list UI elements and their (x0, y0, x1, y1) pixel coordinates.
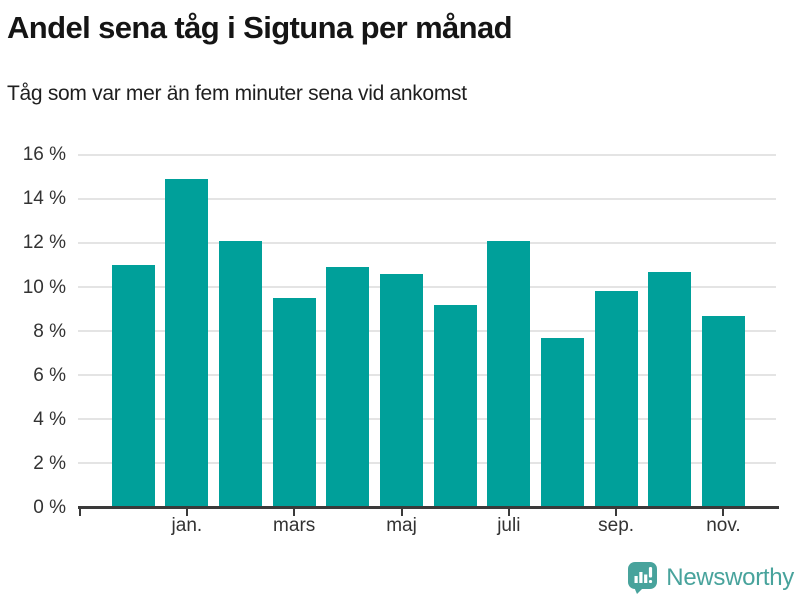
bar-jan. (165, 178, 209, 508)
x-axis-tick-jan. (185, 509, 188, 516)
gridline-14 (78, 197, 776, 200)
y-axis-label-4: 4 % (33, 408, 66, 430)
chart-title: Andel sena tåg i Sigtuna per månad (7, 10, 513, 45)
gridline-2 (78, 462, 776, 465)
x-axis-tick-maj (400, 509, 403, 516)
bar-month-3 (219, 240, 263, 508)
x-axis-label-sep.: sep. (598, 515, 635, 536)
gridline-6 (78, 374, 776, 377)
y-axis-label-6: 6 % (33, 364, 66, 386)
x-axis-line (78, 506, 779, 509)
bar-month-11 (648, 271, 692, 508)
x-axis-label-maj: maj (386, 515, 417, 536)
bar-month-9 (540, 337, 584, 508)
y-axis-label-10: 10 % (22, 276, 66, 298)
x-axis-label-juli: juli (497, 515, 521, 536)
x-axis-tick-mars (293, 509, 296, 516)
bar-sep. (594, 291, 638, 508)
gridline-16 (78, 153, 776, 156)
y-axis-label-2: 2 % (33, 452, 66, 474)
bar-mars (272, 298, 316, 508)
y-axis-label-0: 0 % (33, 497, 66, 518)
gridline-10 (78, 286, 776, 288)
bar-nov. (701, 315, 745, 508)
x-axis-label-nov.: nov. (706, 515, 741, 536)
bar-maj (380, 273, 423, 508)
newsworthy-icon (628, 562, 658, 594)
x-axis-tick-sep. (615, 509, 618, 516)
x-axis-tick-juli (507, 509, 510, 516)
bar-month-5 (326, 267, 370, 508)
x-axis-label-jan.: jan. (171, 515, 203, 536)
y-axis-label-12: 12 % (22, 232, 66, 254)
gridline-8 (78, 330, 776, 333)
bar-month-7 (433, 304, 477, 508)
bar-month-1 (111, 264, 155, 508)
x-axis-tick-nov. (722, 509, 725, 516)
newsworthy-wordmark: Newsworthy (666, 563, 794, 591)
chart-subtitle: Tåg som var mer än fem minuter sena vid … (7, 82, 467, 105)
y-axis-label-8: 8 % (33, 320, 66, 342)
gridline-4 (78, 418, 776, 421)
x-axis-label-mars: mars (273, 515, 316, 536)
bar-juli (487, 240, 531, 508)
newsworthy-logo: Newsworthy (627, 561, 794, 594)
x-axis-start-tick (79, 509, 81, 516)
y-axis-label-14: 14 % (22, 188, 66, 210)
y-axis-label-16: 16 % (22, 144, 66, 166)
gridline-12 (78, 241, 776, 244)
